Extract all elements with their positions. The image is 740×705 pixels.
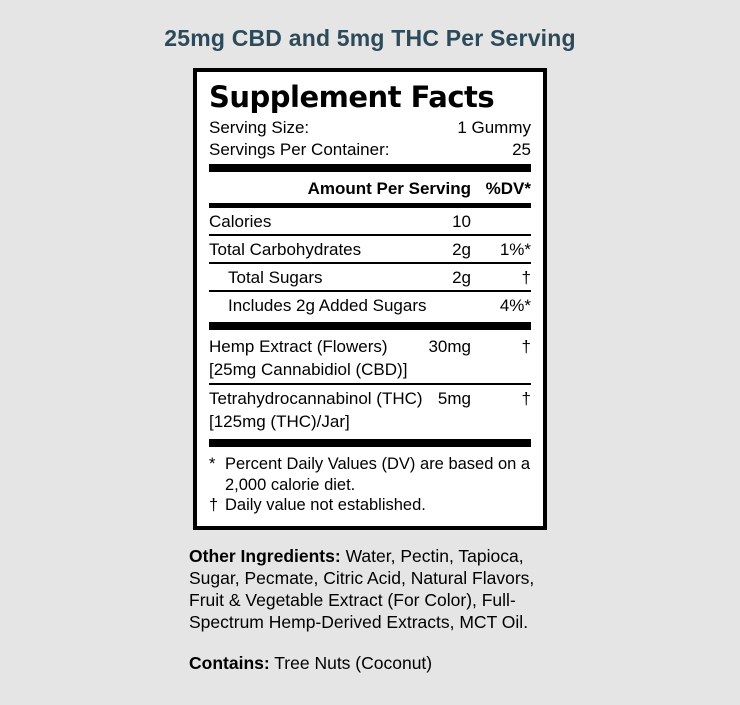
- servings-per-container-value: 25: [512, 139, 531, 159]
- nutrient-amount: 10: [452, 211, 471, 231]
- page-title: 25mg CBD and 5mg THC Per Serving: [164, 25, 576, 51]
- divider-bar-thick: [209, 439, 531, 447]
- divider-bar-thick: [209, 322, 531, 330]
- nutrient-amount: 2g: [452, 267, 471, 287]
- other-ingredients-statement: Other Ingredients: Water, Pectin, Tapioc…: [189, 545, 551, 633]
- nutrient-row-added-sugars: Includes 2g Added Sugars 4%*: [209, 292, 531, 318]
- footnote-symbol: *: [209, 455, 216, 473]
- footnote-text: Percent Daily Values (DV) are based on a…: [225, 455, 531, 494]
- nutrient-subline-cbd: [25mg Cannabidiol (CBD)]: [209, 360, 408, 379]
- footnote-dv: * Percent Daily Values (DV) are based on…: [209, 454, 531, 495]
- nutrient-name: Includes 2g Added Sugars: [228, 295, 427, 315]
- nutrient-row-total-sugars: Total Sugars 2g †: [209, 264, 531, 290]
- nutrient-row-hemp-extract: Hemp Extract (Flowers) 30mg †: [209, 333, 531, 359]
- contains-statement: Contains: Tree Nuts (Coconut): [189, 652, 551, 674]
- nutrient-name: Total Sugars: [228, 267, 323, 287]
- divider-bar-thick: [209, 164, 531, 172]
- footnote-not-established: † Daily value not established.: [209, 495, 531, 516]
- nutrient-row-calories: Calories 10: [209, 208, 531, 234]
- other-ingredients-label: Other Ingredients:: [189, 545, 341, 566]
- nutrient-dv: †: [521, 267, 531, 287]
- divider-hairline: [209, 234, 531, 236]
- footnote-text: Daily value not established.: [225, 496, 426, 514]
- nutrient-name: Tetrahydrocannabinol (THC): [209, 388, 423, 408]
- divider-hairline: [209, 262, 531, 264]
- footnote-symbol: †: [209, 496, 219, 514]
- nutrient-name: Total Carbohydrates: [209, 239, 362, 259]
- nutrient-subline-thc-jar: [125mg (THC)/Jar]: [209, 412, 350, 431]
- nutrient-row-total-carbohydrates: Total Carbohydrates 2g 1%*: [209, 236, 531, 262]
- serving-size-row: Serving Size: 1 Gummy: [209, 117, 531, 139]
- dv-header: %DV*: [485, 178, 531, 198]
- servings-per-container-label: Servings Per Container:: [209, 139, 390, 159]
- nutrient-name: Hemp Extract (Flowers): [209, 336, 388, 356]
- serving-size-value: 1 Gummy: [457, 118, 531, 137]
- footnotes: * Percent Daily Values (DV) are based on…: [209, 454, 531, 516]
- other-ingredients-text: Water, Pectin, Tapioca, Sugar, Pecmate, …: [189, 545, 535, 632]
- column-header-row: Amount Per Serving %DV*: [209, 175, 531, 201]
- nutrient-dv: †: [521, 336, 531, 356]
- amount-per-serving-header: Amount Per Serving: [307, 178, 471, 198]
- divider-bar-medium: [209, 203, 531, 208]
- supplement-facts-heading: Supplement Facts: [209, 80, 495, 114]
- nutrient-amount: 2g: [452, 239, 471, 259]
- contains-label: Contains:: [189, 652, 270, 673]
- nutrient-row-thc: Tetrahydrocannabinol (THC) 5mg †: [209, 385, 531, 411]
- supplement-facts-panel: Supplement Facts Serving Size: 1 Gummy S…: [193, 68, 547, 530]
- nutrient-name: Calories: [209, 211, 272, 231]
- nutrient-amount: 30mg: [428, 336, 471, 356]
- divider-hairline: [209, 290, 531, 292]
- nutrient-dv: †: [521, 388, 531, 408]
- nutrient-amount: 5mg: [437, 388, 471, 408]
- nutrient-dv: 4%*: [499, 295, 531, 315]
- servings-per-container-row: Servings Per Container: 25: [209, 139, 531, 161]
- nutrient-dv: 1%*: [499, 239, 531, 259]
- divider-hairline: [209, 383, 531, 385]
- contains-text: Tree Nuts (Coconut): [274, 652, 433, 673]
- serving-size-label: Serving Size:: [209, 118, 310, 137]
